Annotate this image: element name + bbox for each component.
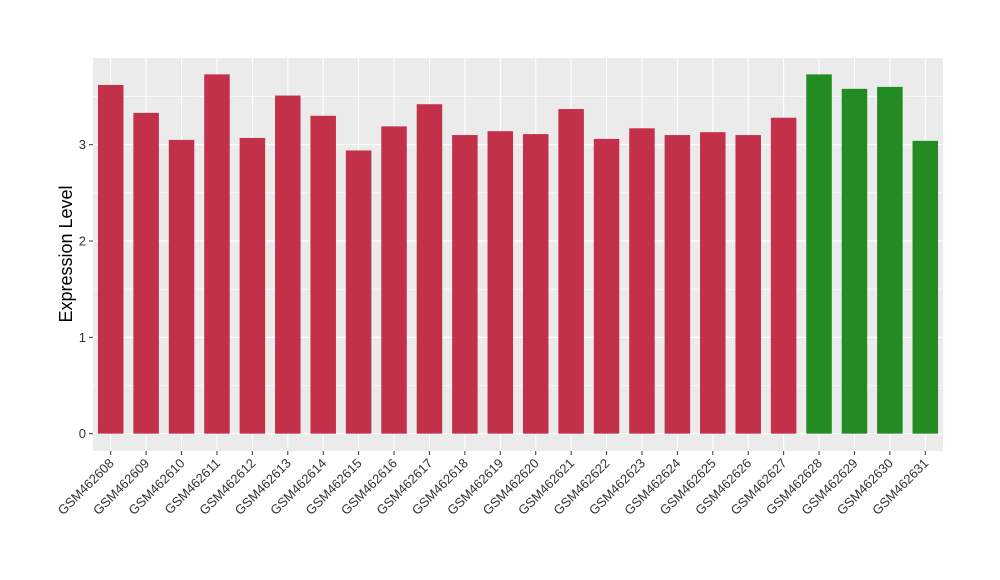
x-axis: GSM462608GSM462609GSM462610GSM462611GSM4… [55, 451, 931, 518]
bar-GSM462616 [381, 126, 407, 434]
bar-GSM462624 [664, 135, 691, 434]
y-tick-label: 2 [79, 234, 86, 249]
bars [97, 74, 939, 434]
bar-GSM462619 [487, 131, 514, 434]
y-tick-label: 3 [79, 137, 86, 152]
minor-gridlines [93, 96, 943, 386]
bar-GSM462631 [912, 140, 939, 434]
y-tick-label: 0 [79, 426, 86, 441]
bar-GSM462622 [593, 138, 620, 434]
bar-GSM462623 [629, 128, 655, 434]
bar-GSM462613 [275, 95, 301, 434]
bar-GSM462618 [452, 135, 478, 434]
bar-GSM462627 [770, 117, 797, 434]
bar-GSM462628 [806, 74, 832, 434]
bar-GSM462610 [168, 139, 195, 434]
bar-GSM462614 [310, 115, 336, 434]
bar-GSM462630 [877, 86, 903, 434]
bar-GSM462609 [133, 112, 159, 434]
bar-GSM462615 [345, 150, 372, 434]
bar-GSM462612 [239, 137, 266, 434]
bar-GSM462626 [735, 135, 761, 434]
bar-GSM462621 [558, 109, 584, 434]
bar-GSM462608 [97, 84, 124, 434]
bar-GSM462617 [416, 104, 443, 434]
bar-GSM462629 [841, 88, 868, 434]
y-tick-label: 1 [79, 330, 86, 345]
y-axis: 0 1 2 3 [79, 137, 93, 441]
bar-GSM462625 [700, 132, 726, 434]
y-axis-title: Expression Level [56, 185, 76, 322]
bar-GSM462611 [204, 74, 230, 434]
bar-GSM462620 [522, 134, 549, 434]
